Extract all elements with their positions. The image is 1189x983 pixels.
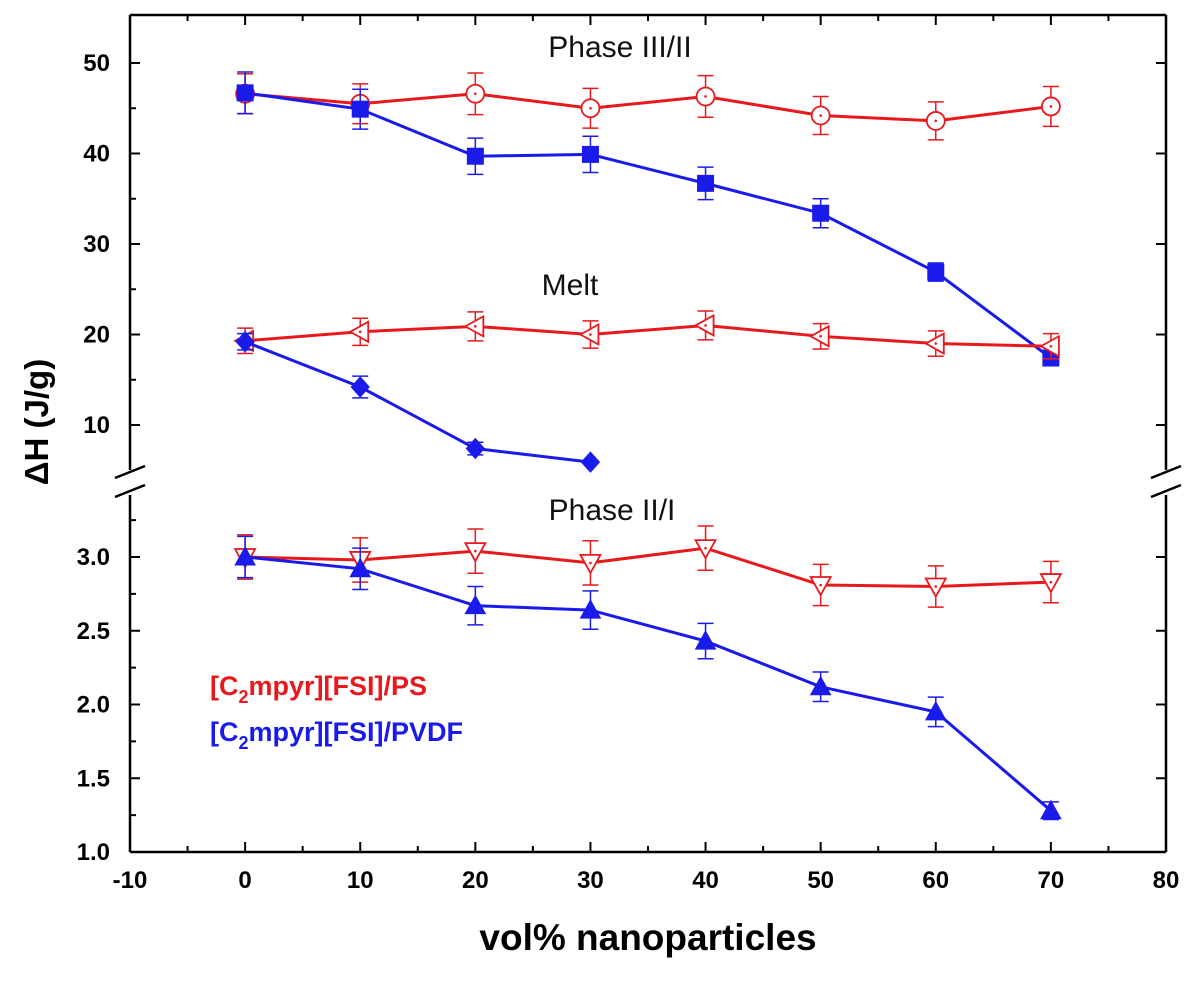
data-point: [464, 594, 487, 615]
data-point-center: [934, 585, 938, 588]
series-line: [244, 323, 1051, 348]
series-layer: [233, 71, 1063, 821]
y-tick-label: 1.0: [77, 839, 110, 866]
data-point-center: [819, 114, 822, 117]
data-point: [235, 330, 255, 353]
data-point: [694, 630, 717, 650]
series-line: [244, 91, 1052, 360]
x-tick-label: 10: [347, 867, 374, 894]
data-point-center: [358, 330, 362, 334]
data-point: [466, 147, 484, 165]
y-axis-title: ΔH (J/g): [18, 359, 55, 485]
data-point: [579, 599, 602, 619]
annotation-phase-iii-ii: Phase III/II: [548, 31, 691, 64]
data-point-center: [474, 92, 477, 96]
data-point-center: [1049, 105, 1053, 108]
x-tick-label: 20: [462, 867, 489, 894]
data-point-center: [1049, 344, 1053, 348]
y-tick-label: 1.5: [77, 765, 110, 792]
series-phase-ii-i-pvdf: [234, 535, 1062, 821]
data-point: [350, 376, 370, 398]
data-point-center: [704, 95, 707, 98]
data-point-center: [1049, 580, 1053, 584]
data-point: [927, 263, 945, 281]
series-line: [244, 92, 1052, 123]
data-point-center: [934, 119, 938, 123]
data-point-center: [474, 549, 477, 553]
x-tick-label: 60: [922, 867, 949, 894]
axis-break-left: [114, 464, 146, 499]
data-point: [580, 451, 601, 473]
y-tick-label: 3.0: [77, 544, 110, 571]
data-point-center: [589, 333, 592, 336]
y-tick-label: 20: [83, 322, 110, 349]
data-point-center: [704, 324, 707, 327]
series-melt-pvdf: [235, 330, 601, 473]
data-point: [351, 100, 369, 118]
x-tick-label: 30: [577, 867, 604, 894]
axis-break-right: [1150, 464, 1182, 499]
data-point: [812, 204, 830, 222]
x-tick-label: 40: [692, 867, 719, 894]
series-phase-ii-i-ps: [233, 525, 1063, 608]
legend: [C2mpyr][FSI]/PS [C2mpyr][FSI]/PVDF: [210, 671, 463, 753]
legend-entry-pvdf: [C2mpyr][FSI]/PVDF: [210, 717, 463, 753]
data-point: [1040, 799, 1062, 820]
x-tick-label: -10: [113, 867, 148, 894]
data-point: [465, 437, 486, 460]
y-tick-label: 2.5: [77, 618, 110, 645]
data-point-center: [589, 561, 592, 565]
data-point-center: [704, 546, 707, 550]
y-tick-label: 2.0: [77, 692, 110, 719]
y-tick-label: 30: [83, 231, 110, 258]
data-point: [234, 545, 256, 566]
x-tick-label: 70: [1038, 867, 1065, 894]
data-point-center: [934, 342, 938, 345]
data-point-center: [819, 583, 822, 587]
series-line: [244, 340, 591, 464]
y-tick-label: 40: [83, 141, 110, 168]
annotation-phase-ii-i: Phase II/I: [549, 494, 676, 527]
y-tick-label: 50: [83, 50, 110, 77]
y-tick-label: 10: [83, 412, 110, 439]
data-point-center: [589, 106, 592, 110]
x-tick-label: 0: [238, 867, 251, 894]
data-point: [581, 145, 599, 163]
annotation-melt: Melt: [542, 269, 599, 302]
legend-entry-ps: [C2mpyr][FSI]/PS: [210, 671, 427, 707]
data-point: [809, 675, 832, 696]
series-melt-ps: [233, 310, 1060, 360]
data-point: [697, 174, 715, 192]
data-point-center: [819, 335, 822, 338]
series-line: [244, 555, 1052, 812]
series-line: [245, 546, 1051, 589]
data-point: [236, 84, 254, 102]
data-point: [349, 557, 372, 578]
x-axis-title: vol% nanoparticles: [479, 917, 816, 958]
x-tick-label: 50: [807, 867, 834, 894]
data-point-center: [474, 325, 477, 328]
data-point: [924, 700, 947, 721]
x-tick-label: 80: [1153, 867, 1180, 894]
